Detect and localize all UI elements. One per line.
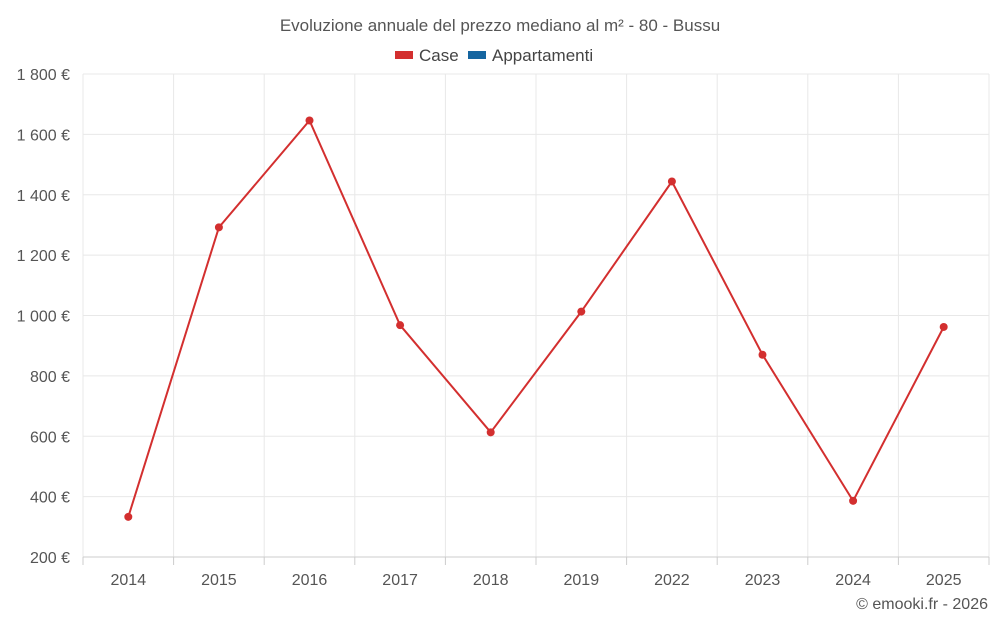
data-point[interactable]: [667, 177, 676, 186]
data-point[interactable]: [939, 322, 948, 331]
x-tick-label: 2015: [201, 572, 237, 589]
credit-text: © emooki.fr - 2026: [856, 596, 988, 613]
grid: [82, 73, 990, 558]
x-tick-label: 2025: [926, 572, 962, 589]
legend-item-case[interactable]: Case: [395, 46, 459, 65]
x-tick-label: 2017: [382, 572, 418, 589]
data-point[interactable]: [214, 223, 223, 232]
series-line-case: [127, 119, 945, 518]
data-point[interactable]: [305, 116, 314, 125]
y-tick-label: 400 €: [30, 490, 70, 507]
data-point[interactable]: [486, 428, 495, 437]
data-point[interactable]: [758, 350, 767, 359]
y-tick-label: 1 800 €: [17, 67, 70, 84]
x-tick-label: 2014: [111, 572, 147, 589]
y-tick-label: 200 €: [30, 550, 70, 567]
x-tick-label: 2019: [564, 572, 600, 589]
data-point[interactable]: [849, 496, 858, 505]
x-axis-ticks: 2014 2015 2016 2017 2018 2019 2022 2023 2024 2025: [82, 557, 990, 589]
x-tick-label: 2023: [745, 572, 781, 589]
data-point[interactable]: [124, 512, 133, 521]
x-tick-label: 2024: [835, 572, 871, 589]
y-axis-ticks: 200 € 400 € 600 € 800 € 1 000 € 1 200 € 1 400 …: [17, 67, 70, 567]
legend-item-appartamenti[interactable]: Appartamenti: [468, 46, 593, 65]
data-point[interactable]: [577, 307, 586, 316]
data-point[interactable]: [396, 321, 405, 330]
y-tick-label: 600 €: [30, 429, 70, 446]
x-tick-label: 2018: [473, 572, 509, 589]
y-tick-label: 1 000 €: [17, 309, 70, 326]
y-tick-label: 800 €: [30, 369, 70, 386]
chart-title: Evoluzione annuale del prezzo mediano al…: [280, 16, 720, 35]
series-case: [124, 116, 948, 521]
legend: Case Appartamenti: [395, 46, 593, 65]
legend-swatch-case: [395, 51, 413, 59]
y-tick-label: 1 200 €: [17, 248, 70, 265]
legend-swatch-appartamenti: [468, 51, 486, 59]
legend-label-appartamenti: Appartamenti: [492, 46, 593, 65]
x-tick-label: 2016: [292, 572, 328, 589]
legend-label-case: Case: [419, 46, 459, 65]
x-tick-label: 2022: [654, 572, 690, 589]
y-tick-label: 1 400 €: [17, 188, 70, 205]
y-tick-label: 1 600 €: [17, 127, 70, 144]
